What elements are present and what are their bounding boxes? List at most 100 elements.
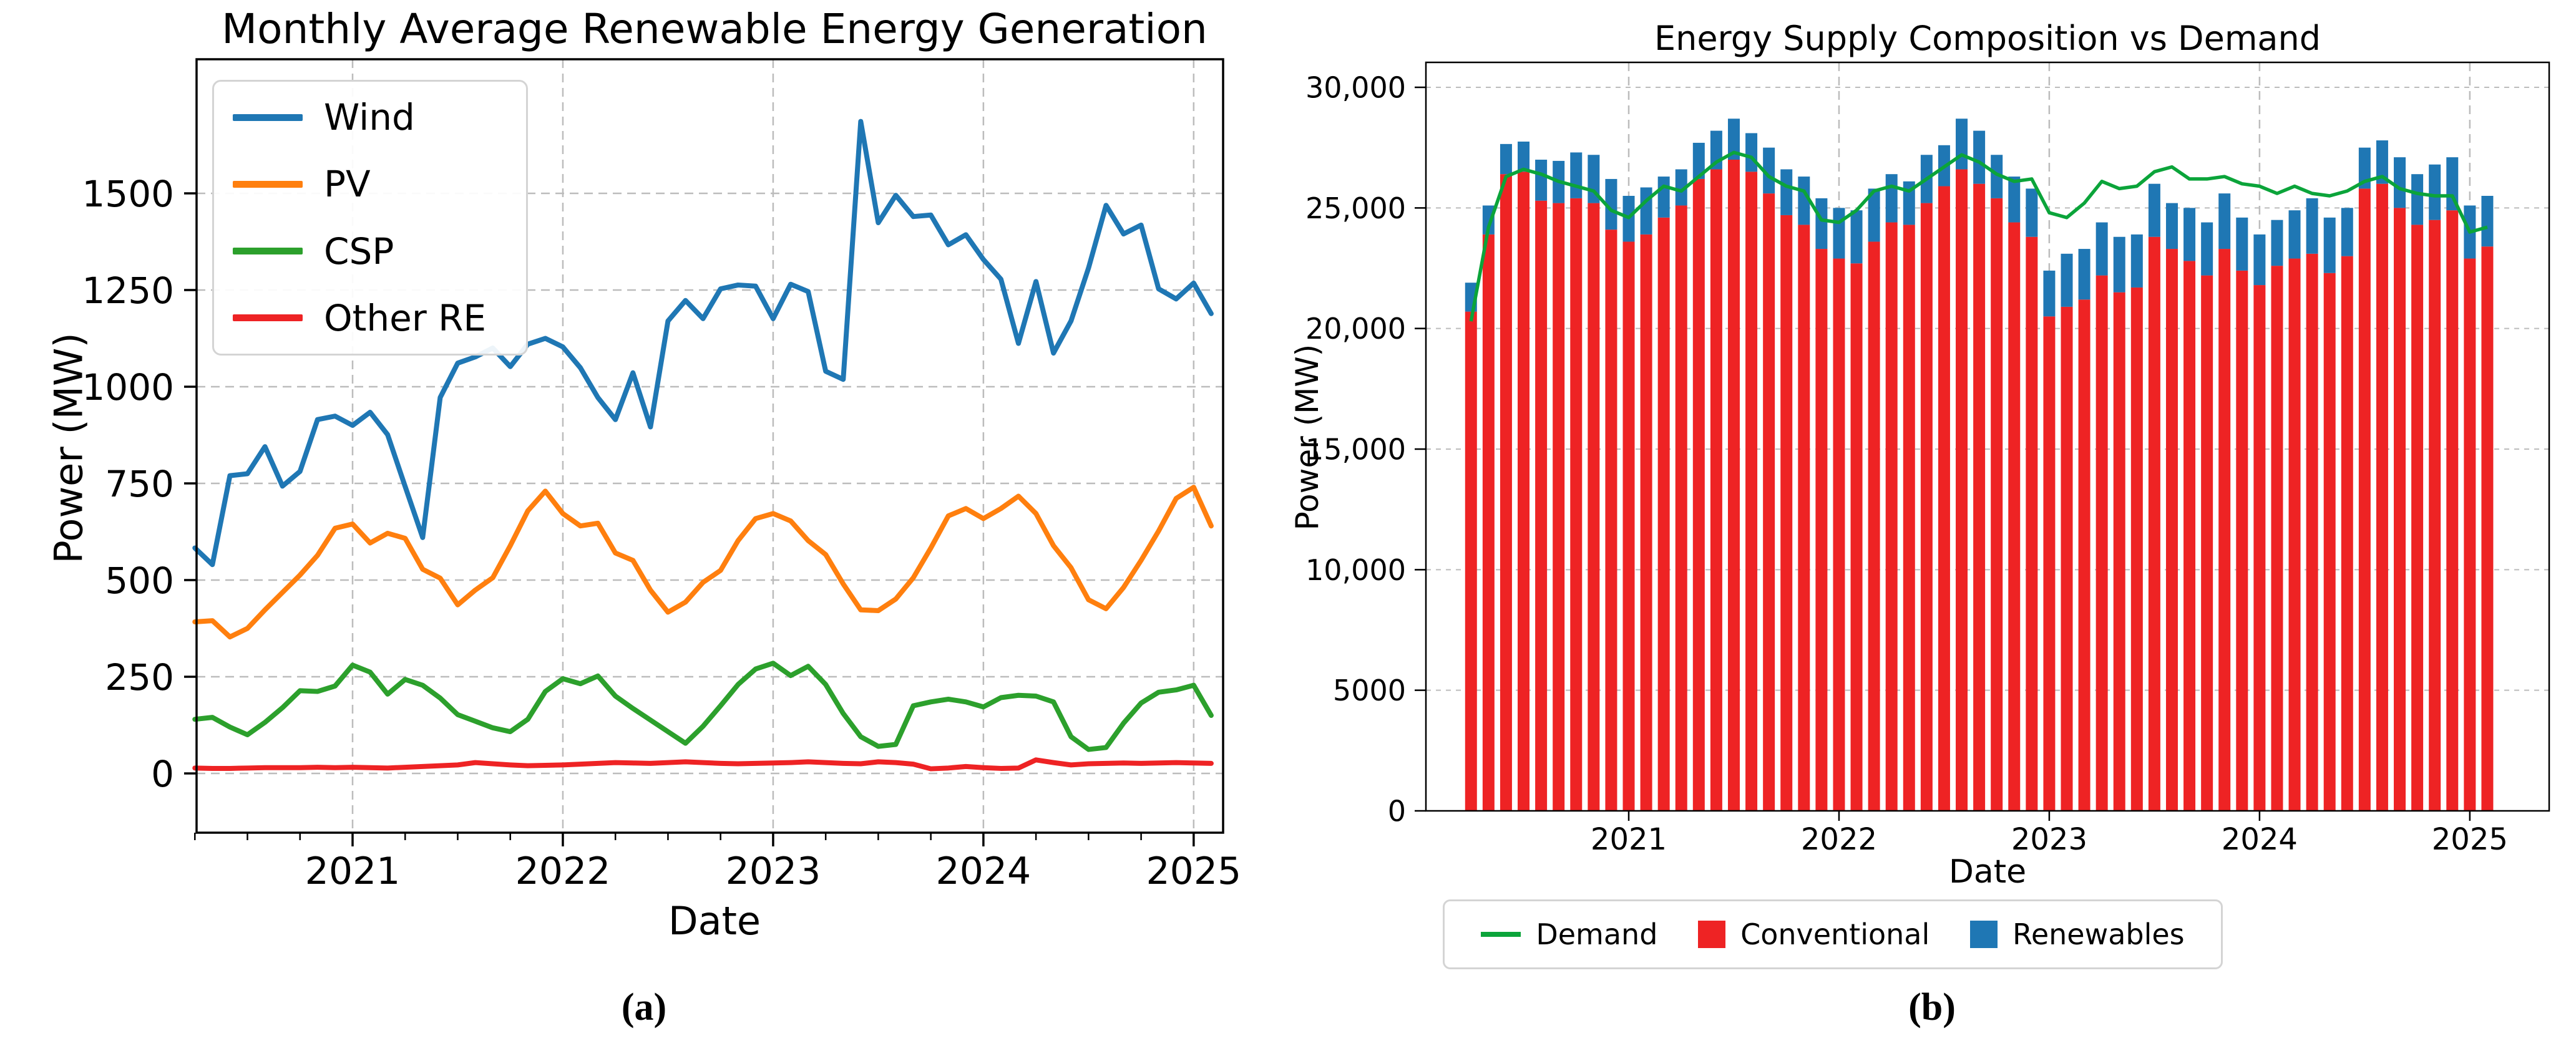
renewables-bar [1605,178,1617,230]
renewables-bar [2394,157,2406,208]
renewables-bar [1518,142,1530,172]
renewables-bar [2113,236,2125,293]
renewables-bar [2236,217,2248,271]
left-chart-grid [197,59,1223,833]
conventional-bar [1675,205,1687,811]
left-figure-caption: (a) [621,986,667,1029]
renewables-bar [1482,205,1495,235]
right-chart-ticks [1415,86,2471,821]
renewables-bar [1850,210,1863,264]
x-tick-label: 2025 [2432,822,2508,857]
conventional-bar [1482,234,1495,811]
renewables-legend-swatch-icon [1969,921,1998,948]
conventional-bar [1973,183,1986,811]
legend-item-pv: PV [233,166,507,202]
renewables-bar [2148,183,2160,237]
renewables-legend-label: Renewables [2012,918,2185,951]
right-chart-title: Energy Supply Composition vs Demand [1654,19,2321,58]
left-chart: 0 250 500 750 1000 1250 1500 2021 2022 2023 2024 20… [82,58,1241,893]
conventional-bar [1885,222,1898,811]
conventional-bar [1588,203,1600,811]
renewables-bar [1956,119,1968,170]
renewables-bar [2306,198,2318,254]
conventional-bar [1780,215,1793,811]
csp-legend-label: CSP [324,230,394,273]
conventional-bar [2201,275,2213,811]
conventional-bar [2061,306,2073,811]
renewables-bar [2061,253,2073,307]
pv-legend-line-icon [233,180,303,188]
conventional-bar [1833,258,1845,811]
demand-legend-line-icon [1481,932,1521,937]
y-tick-label: 5000 [1333,674,1406,707]
legend-item-wind: Wind [233,99,507,135]
other-re-legend-line-icon [233,314,303,322]
renewables-bar [1692,142,1705,179]
renewables-bar [2201,222,2213,276]
conventional-bar [2113,292,2125,811]
conventional-bar [2429,220,2441,811]
conventional-bar [1553,203,1565,811]
conventional-bar [1640,234,1652,811]
y-tick-label: 0 [1388,795,1406,828]
conventional-bar [1535,200,1548,811]
other-re-series-line [192,757,1214,772]
conventional-bar [2446,210,2459,811]
pv-legend-label: PV [324,163,371,206]
y-tick-label: 10,000 [1305,553,1406,587]
conventional-bar [2130,287,2143,811]
renewables-bar [2376,140,2388,184]
renewables-bar [2323,217,2336,273]
conventional-bar [1570,198,1583,811]
x-tick-label: 2023 [726,850,821,893]
demand-series-line [1469,150,2488,322]
conventional-bar [1500,174,1512,811]
renewables-bar [2183,208,2196,261]
conventional-bar [1956,169,1968,811]
renewables-bar [1500,143,1512,175]
renewables-bar [2288,210,2301,259]
conventional-legend-label: Conventional [1740,918,1930,951]
renewables-bar [1763,147,1775,194]
renewables-bar [2481,196,2494,247]
renewables-bar [2253,234,2266,286]
x-tick-label: 2021 [1591,822,1667,857]
y-tick-label: 1000 [82,366,174,409]
renewables-bar [2130,234,2143,288]
renewables-bar [1640,187,1652,235]
conventional-bar [1850,263,1863,811]
conventional-bar [1920,203,1933,811]
conventional-bar [2271,266,2283,811]
legend-item-csp: CSP [233,233,507,269]
conventional-bar [2183,261,2196,811]
other-re-legend-label: Other RE [324,296,487,339]
x-tick-label: 2021 [305,850,401,893]
renewables-bar [1745,133,1758,172]
conventional-bars [1465,160,2494,811]
csp-legend-line-icon [233,248,303,255]
renewables-bar [2411,174,2424,225]
right-y-axis-label: Power (MW) [1289,344,1325,531]
wind-legend-line-icon [233,114,303,121]
left-x-axis-label: Date [668,898,761,944]
renewables-bar [1991,155,2003,198]
y-tick-label: 25,000 [1305,191,1406,225]
left-chart-legend: Wind PV CSP Other RE [212,80,528,356]
x-tick-label: 2022 [1801,822,1877,857]
conventional-bar [2341,256,2353,811]
renewables-bar [2078,249,2091,300]
renewables-bar [1675,169,1687,206]
conventional-bar [1727,160,1740,811]
renewables-bar [1973,130,1986,184]
conventional-bar [2165,249,2178,811]
renewables-bar [2008,177,2021,223]
x-tick-label: 2025 [1146,850,1241,893]
right-x-axis-label: Date [1948,853,2027,891]
legend-item-conventional: Conventional [1698,920,1930,949]
renewables-bar [1833,208,1845,259]
renewables-bar [2043,270,2056,317]
conventional-bar [1815,249,1828,811]
conventional-bar [2078,299,2091,811]
